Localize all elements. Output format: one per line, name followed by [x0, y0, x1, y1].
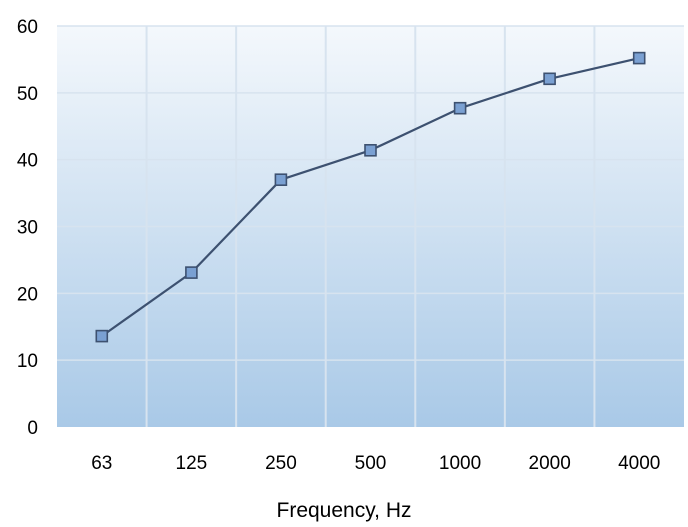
y-tick-label: 10 — [17, 351, 38, 372]
x-tick-label: 1000 — [439, 453, 481, 474]
x-axis-title: Frequency, Hz — [277, 499, 412, 522]
x-axis-tick-labels: 63 125 250 500 1000 2000 4000 — [91, 453, 660, 474]
data-series — [95, 51, 646, 343]
data-point-marker — [453, 101, 467, 115]
data-point-marker — [364, 144, 377, 157]
y-axis-tick-labels: 0 10 20 30 40 50 60 — [17, 17, 38, 439]
x-tick-label: 2000 — [529, 453, 571, 474]
data-point-marker — [95, 329, 109, 343]
y-tick-label: 50 — [17, 84, 38, 105]
data-point-marker — [543, 72, 556, 86]
y-tick-label: 40 — [17, 151, 38, 172]
x-tick-label: 125 — [176, 453, 208, 474]
x-tick-label: 4000 — [618, 453, 660, 474]
data-point-marker — [632, 51, 646, 65]
y-tick-label: 60 — [17, 17, 38, 38]
x-tick-label: 63 — [91, 453, 112, 474]
y-tick-label: 0 — [27, 418, 38, 439]
data-point-marker — [185, 266, 198, 279]
data-point-marker — [274, 173, 288, 186]
y-tick-label: 20 — [17, 284, 38, 305]
x-tick-label: 250 — [265, 453, 297, 474]
y-tick-label: 30 — [17, 218, 38, 239]
x-tick-label: 500 — [355, 453, 387, 474]
